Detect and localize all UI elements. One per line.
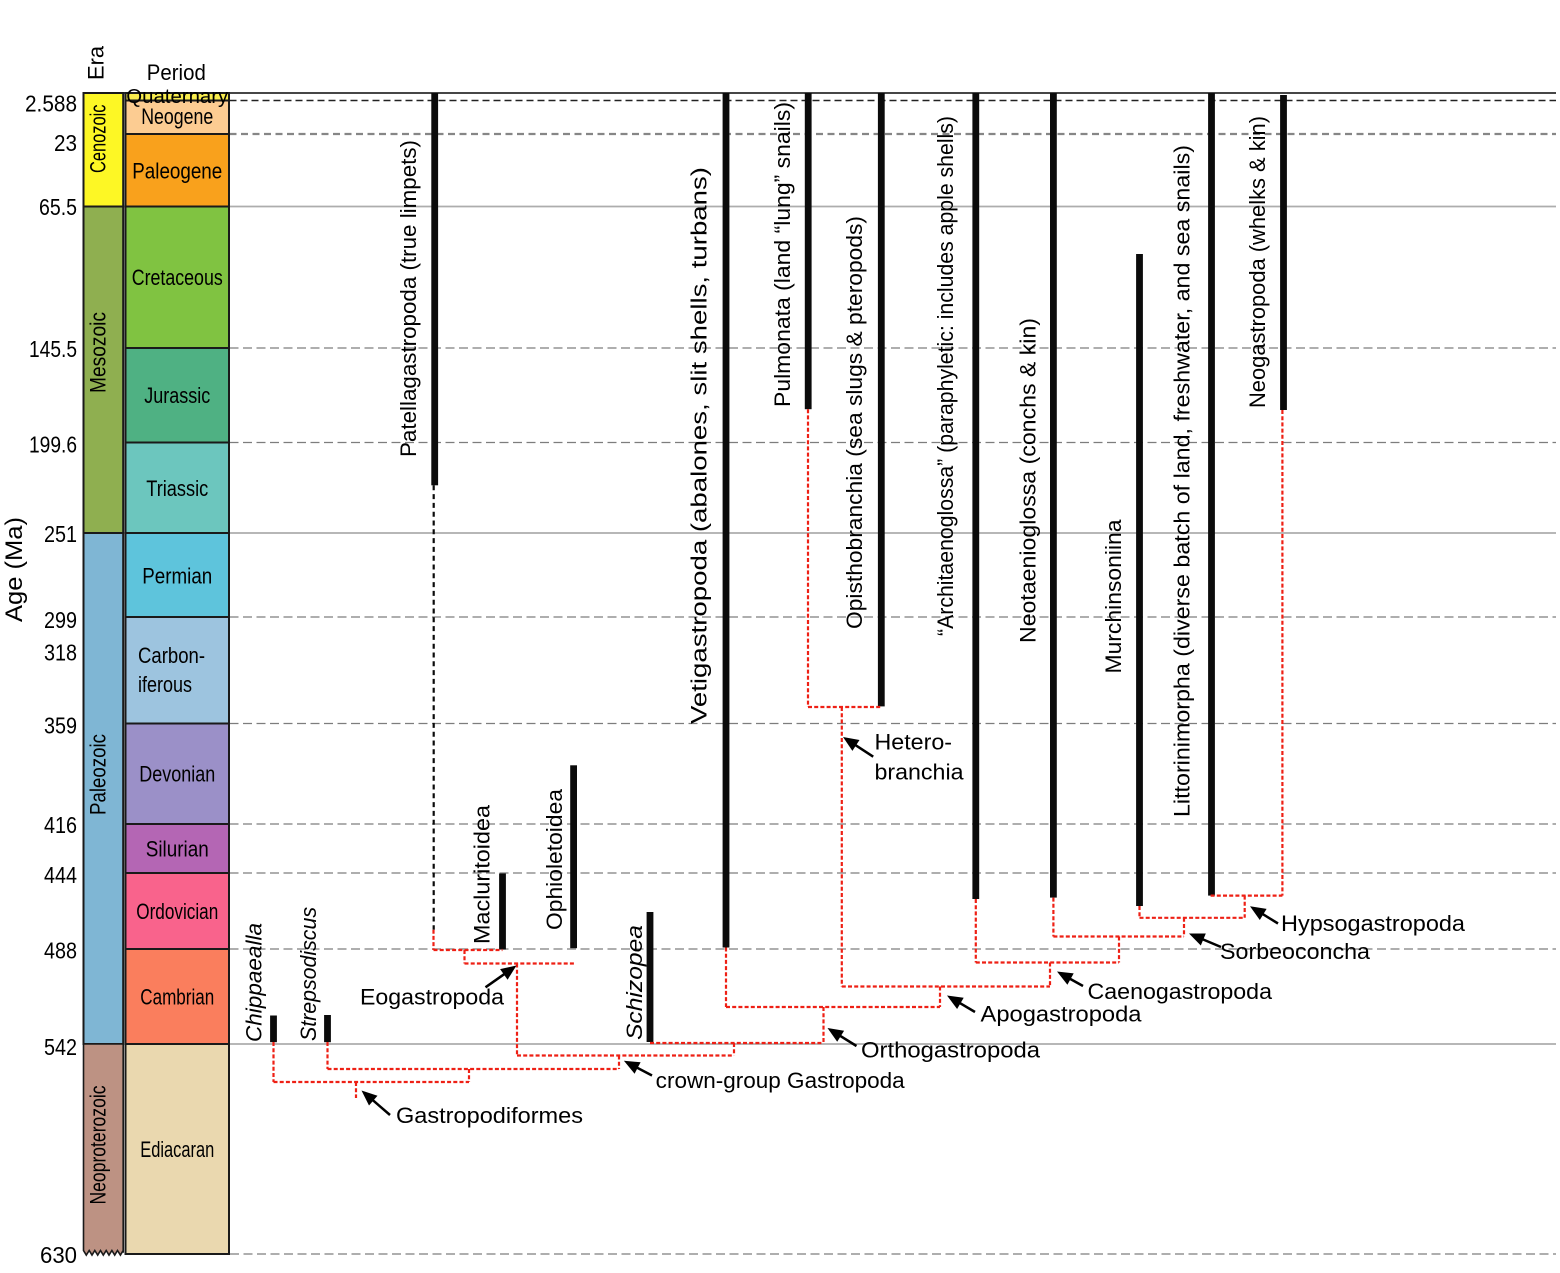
- svg-text:359: 359: [44, 712, 77, 738]
- svg-text:Macluritoidea: Macluritoidea: [470, 804, 495, 944]
- svg-text:Caenogastropoda: Caenogastropoda: [1088, 979, 1273, 1004]
- svg-text:145.5: 145.5: [29, 336, 77, 362]
- svg-text:444: 444: [44, 862, 77, 888]
- svg-text:Neogene: Neogene: [141, 104, 213, 129]
- svg-text:Murchinsoniina: Murchinsoniina: [1101, 519, 1126, 674]
- svg-text:Mesozoic: Mesozoic: [86, 312, 111, 393]
- svg-text:2.588: 2.588: [25, 91, 77, 117]
- svg-text:branchia: branchia: [875, 760, 965, 785]
- svg-text:Cretaceous: Cretaceous: [132, 265, 223, 290]
- svg-text:Paleogene: Paleogene: [132, 158, 222, 183]
- svg-text:Sorbeoconcha: Sorbeoconcha: [1220, 939, 1371, 964]
- svg-text:Era: Era: [84, 45, 109, 80]
- svg-text:Ordovician: Ordovician: [136, 899, 218, 924]
- svg-text:Neogastropoda (whelks & kin): Neogastropoda (whelks & kin): [1245, 116, 1270, 408]
- svg-text:Eogastropoda: Eogastropoda: [360, 985, 505, 1010]
- svg-text:199.6: 199.6: [29, 431, 77, 457]
- svg-text:488: 488: [44, 938, 77, 964]
- svg-text:Ophioletoidea: Ophioletoidea: [542, 788, 567, 930]
- svg-text:23: 23: [54, 130, 77, 156]
- svg-text:Patellagastropoda (true limpet: Patellagastropoda (true limpets): [396, 140, 421, 457]
- svg-text:Littorinimorpha (diverse batch: Littorinimorpha (diverse batch of land, …: [1169, 145, 1194, 817]
- svg-text:Vetigastropoda (abalones, slit: Vetigastropoda (abalones, slit shells, t…: [686, 167, 711, 724]
- svg-text:Triassic: Triassic: [146, 476, 208, 501]
- svg-text:Neotaenioglossa (conchs & kin): Neotaenioglossa (conchs & kin): [1015, 318, 1040, 643]
- svg-text:299: 299: [44, 607, 77, 633]
- svg-text:Orthogastropoda: Orthogastropoda: [861, 1038, 1041, 1063]
- svg-text:Gastropodiformes: Gastropodiformes: [396, 1103, 583, 1128]
- svg-text:65.5: 65.5: [39, 194, 77, 220]
- svg-text:251: 251: [44, 521, 77, 547]
- svg-text:“Architaenoglossa” (paraphylet: “Architaenoglossa” (paraphyletic: includ…: [933, 116, 958, 636]
- svg-text:Chippaealla: Chippaealla: [241, 923, 266, 1042]
- svg-text:Paleozoic: Paleozoic: [86, 734, 111, 815]
- svg-text:Jurassic: Jurassic: [144, 383, 210, 408]
- svg-text:542: 542: [44, 1034, 77, 1060]
- svg-text:Cambrian: Cambrian: [140, 985, 214, 1010]
- svg-text:Period: Period: [147, 60, 206, 85]
- svg-text:Opisthobranchia (sea slugs & p: Opisthobranchia (sea slugs & pteropods): [842, 216, 867, 629]
- svg-text:Age (Ma): Age (Ma): [1, 517, 28, 622]
- svg-text:Permian: Permian: [142, 564, 212, 589]
- svg-text:318: 318: [44, 639, 77, 665]
- svg-text:Apogastropoda: Apogastropoda: [981, 1002, 1143, 1027]
- svg-text:Ediacaran: Ediacaran: [140, 1137, 214, 1162]
- svg-text:Quaternary: Quaternary: [126, 85, 229, 108]
- svg-text:Pulmonata (land “lung” snails): Pulmonata (land “lung” snails): [770, 102, 795, 407]
- svg-text:Devonian: Devonian: [139, 762, 215, 787]
- svg-text:Silurian: Silurian: [146, 837, 209, 862]
- svg-text:crown-group Gastropoda: crown-group Gastropoda: [656, 1068, 906, 1093]
- svg-text:416: 416: [44, 812, 77, 838]
- svg-text:Hetero-: Hetero-: [875, 730, 953, 755]
- svg-text:Strepsodiscus: Strepsodiscus: [296, 907, 321, 1041]
- svg-text:Hypsogastropoda: Hypsogastropoda: [1281, 911, 1466, 936]
- svg-text:iferous: iferous: [138, 672, 192, 697]
- svg-text:Cenozoic: Cenozoic: [86, 105, 111, 174]
- svg-text:Neoproterozoic: Neoproterozoic: [86, 1086, 111, 1205]
- svg-text:Schizopea: Schizopea: [622, 925, 647, 1040]
- svg-text:Carbon-: Carbon-: [138, 643, 205, 668]
- svg-text:630: 630: [40, 1242, 77, 1268]
